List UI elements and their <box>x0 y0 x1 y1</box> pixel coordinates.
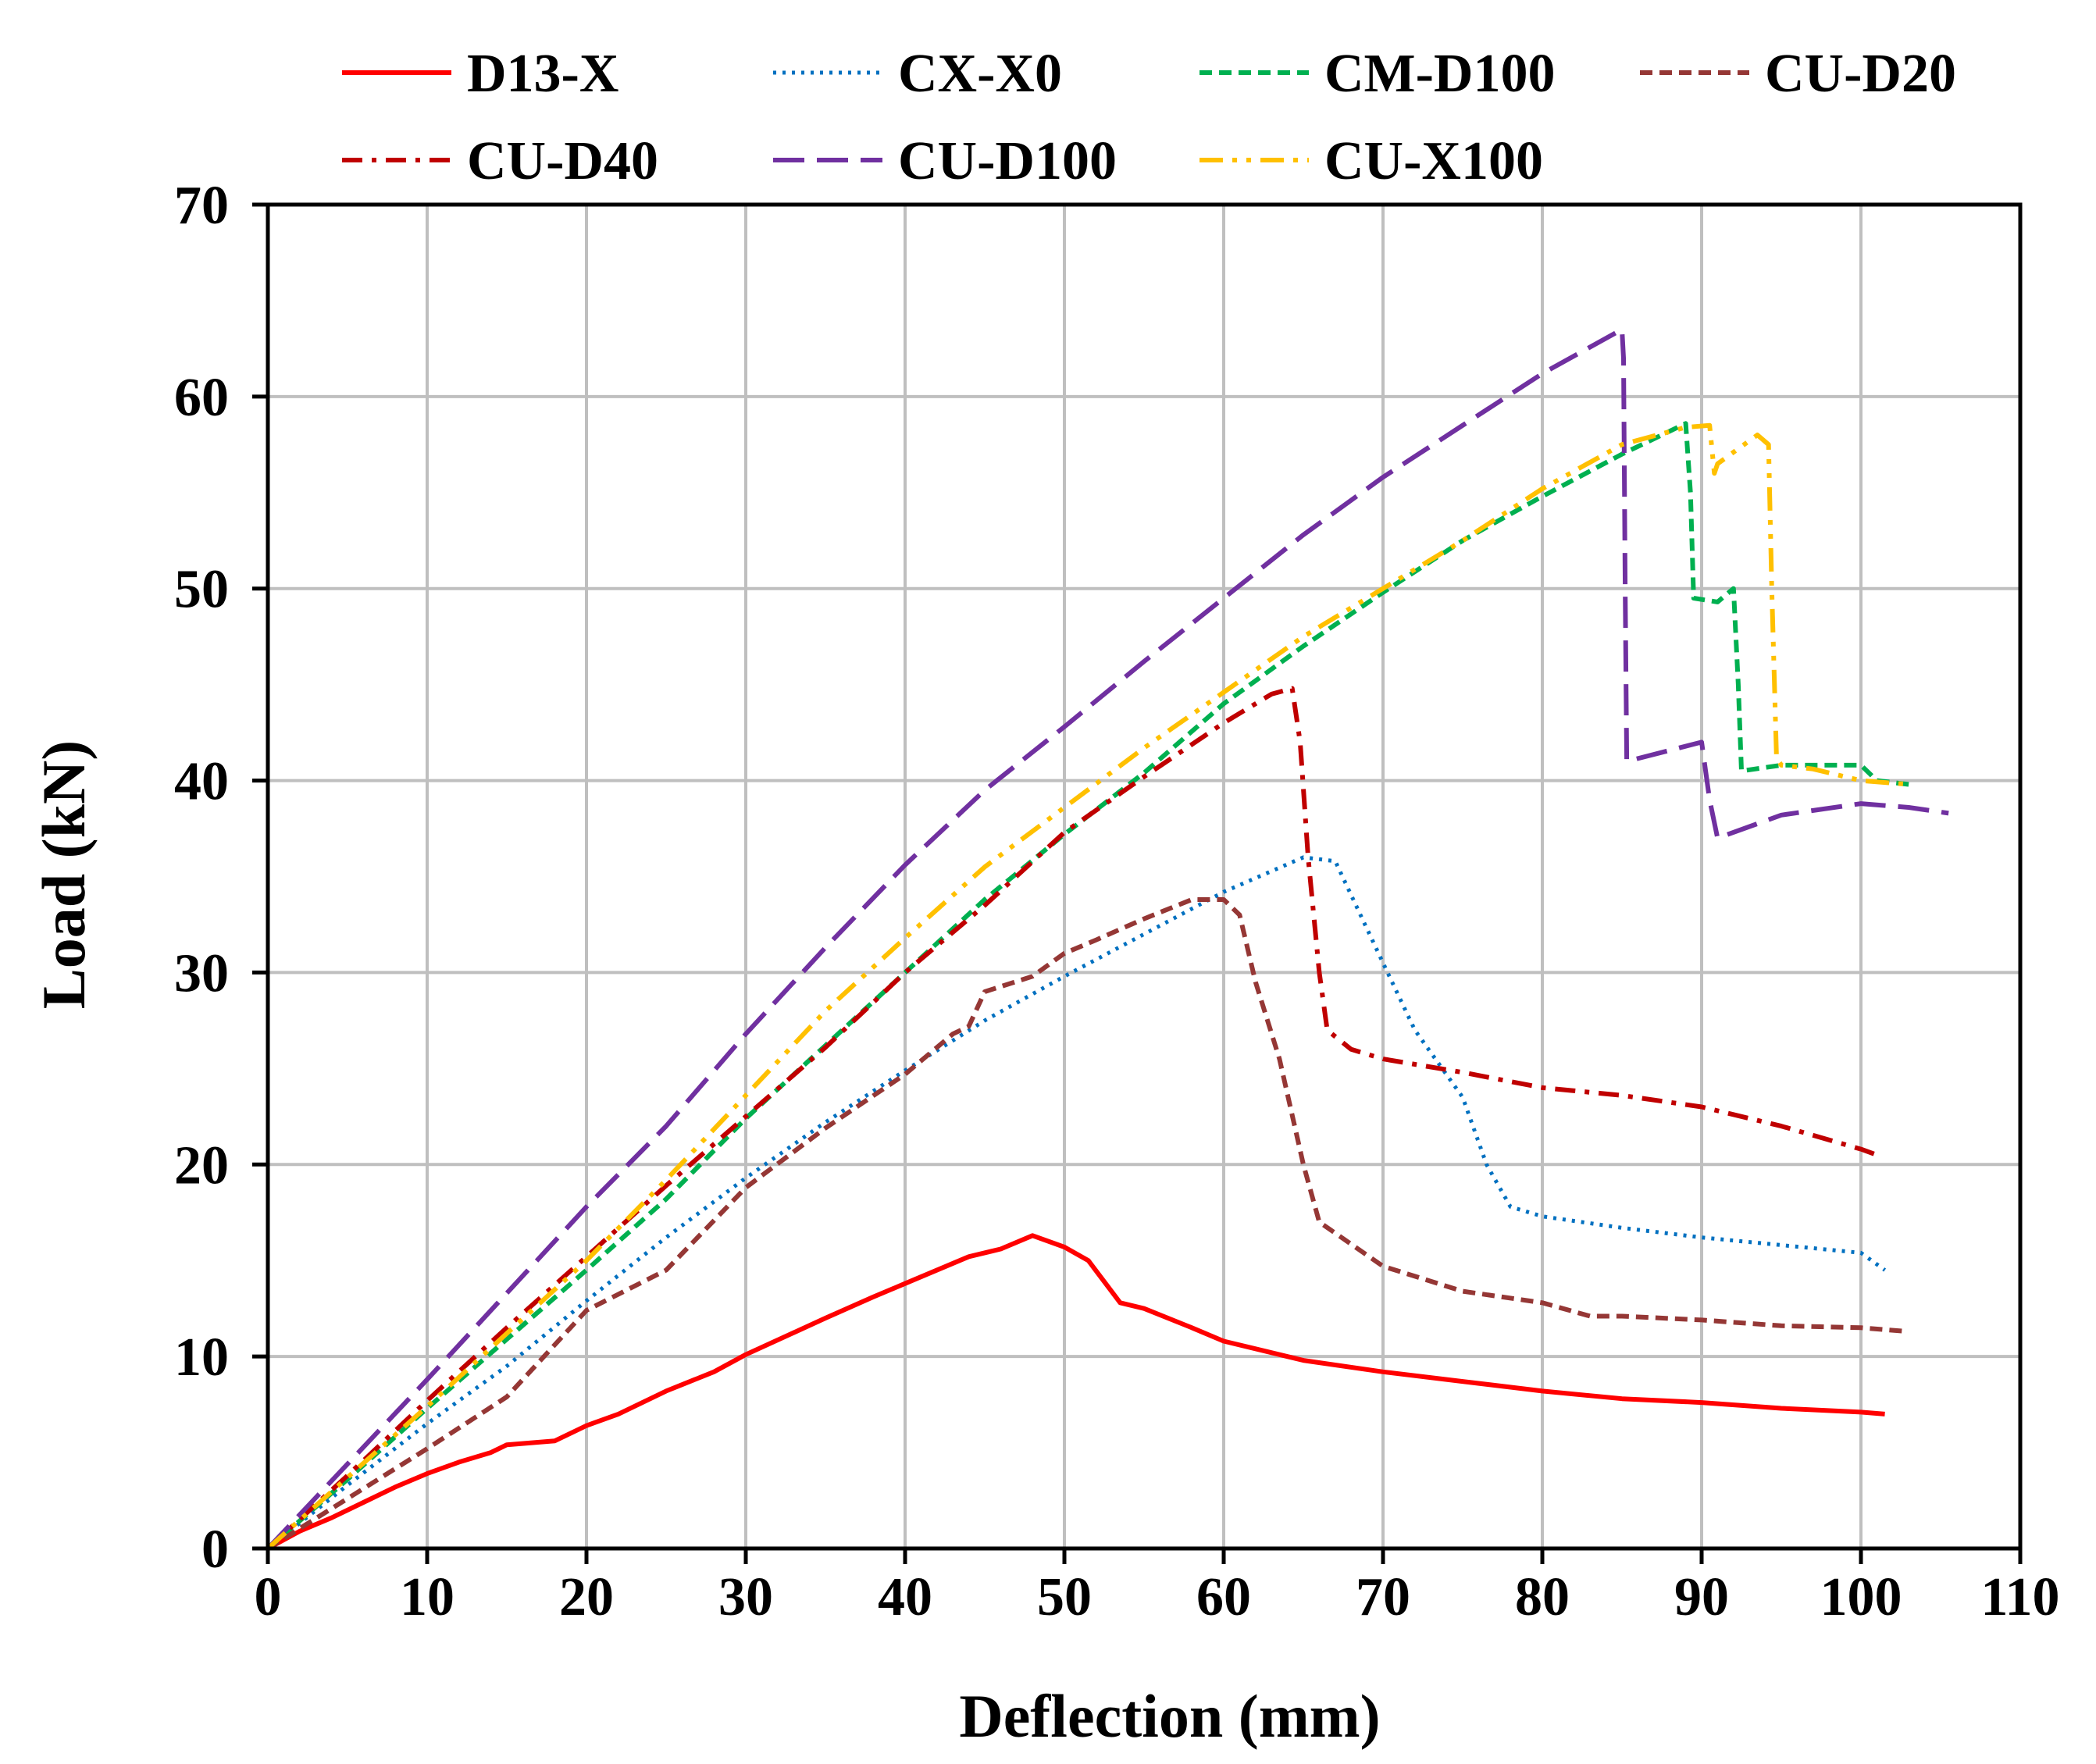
x-axis-label: Deflection (mm) <box>959 1682 1380 1750</box>
x-tick-label: 100 <box>1820 1567 1902 1627</box>
legend-label: CU-D20 <box>1765 44 1956 104</box>
legend-item-cx-x0: CX-X0 <box>773 44 1062 104</box>
series-line-cu-x100 <box>266 422 1909 1551</box>
y-tick-label: 30 <box>174 943 229 1003</box>
series-line-d13-x <box>266 1233 1885 1551</box>
y-tick-label: 10 <box>174 1327 229 1388</box>
series-group <box>266 326 1949 1551</box>
x-tick-label: 40 <box>878 1567 932 1627</box>
plot-frame <box>266 202 2023 1551</box>
x-tick-label: 90 <box>1674 1567 1729 1627</box>
x-tick-label: 110 <box>1980 1567 2059 1627</box>
x-tick-labels: 0 10 20 30 40 50 60 70 80 90 100 110 <box>255 1567 2060 1627</box>
x-tick-label: 0 <box>255 1567 282 1627</box>
legend-item-cu-d20: CU-D20 <box>1640 44 1956 104</box>
legend-item-cu-x100: CU-X100 <box>1199 131 1543 191</box>
x-tick-label: 80 <box>1515 1567 1570 1627</box>
x-tick-label: 10 <box>400 1567 454 1627</box>
legend: D13-X CX-X0 CM-D100 CU-D20 CU-D40 CU-D100 CU-X… <box>342 44 1956 191</box>
y-tick-label: 70 <box>174 176 229 236</box>
y-tick-label: 40 <box>174 752 229 812</box>
legend-item-d13-x: D13-X <box>342 44 618 104</box>
series-line-cu-d20 <box>266 897 1909 1551</box>
series-line-cm-d100 <box>266 421 1909 1551</box>
legend-item-cu-d40: CU-D40 <box>342 131 658 191</box>
legend-label: CM-D100 <box>1324 44 1555 104</box>
legend-label: CU-D100 <box>898 131 1117 191</box>
axis-ticks <box>252 202 2023 1564</box>
grid <box>268 205 2020 1548</box>
y-tick-label: 60 <box>174 368 229 428</box>
x-tick-label: 60 <box>1196 1567 1251 1627</box>
x-tick-label: 70 <box>1356 1567 1410 1627</box>
y-tick-labels: 0 10 20 30 40 50 60 70 <box>174 176 229 1580</box>
legend-item-cu-d100: CU-D100 <box>773 131 1117 191</box>
series-line-cu-d100 <box>266 326 1949 1551</box>
legend-label: CX-X0 <box>898 44 1062 104</box>
series-line-cu-d40 <box>266 686 1878 1551</box>
y-axis-label: Load (kN) <box>30 740 98 1010</box>
y-tick-label: 20 <box>174 1135 229 1196</box>
legend-label: CU-D40 <box>467 131 658 191</box>
x-tick-label: 50 <box>1037 1567 1092 1627</box>
x-tick-label: 20 <box>559 1567 614 1627</box>
y-tick-label: 50 <box>174 560 229 620</box>
legend-item-cm-d100: CM-D100 <box>1199 44 1555 104</box>
legend-label: D13-X <box>467 44 618 104</box>
legend-label: CU-X100 <box>1324 131 1543 191</box>
x-tick-label: 30 <box>718 1567 773 1627</box>
y-tick-label: 0 <box>201 1520 229 1580</box>
